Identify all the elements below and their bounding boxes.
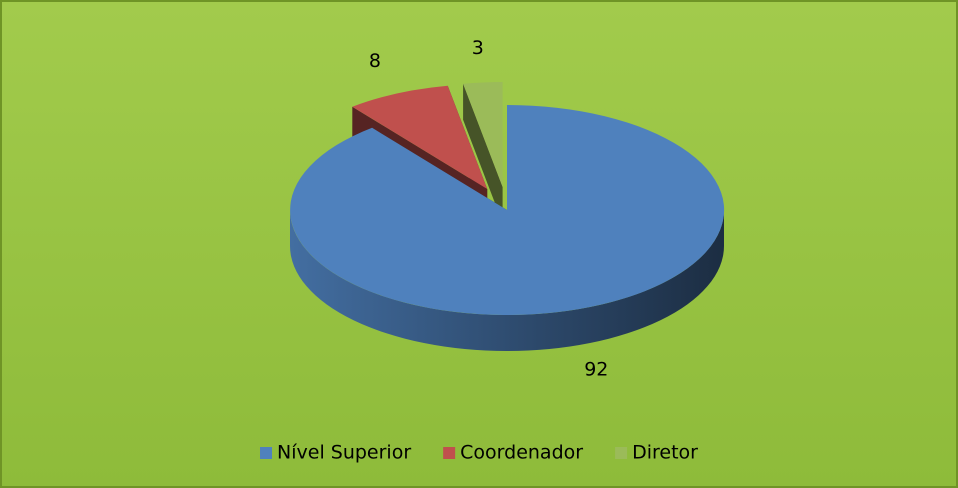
legend: Nível Superior Coordenador Diretor bbox=[260, 442, 698, 464]
pie-tops bbox=[290, 82, 725, 315]
slice-side bbox=[290, 210, 724, 351]
legend-label: Diretor bbox=[632, 442, 698, 464]
legend-label: Nível Superior bbox=[277, 442, 411, 464]
legend-swatch bbox=[260, 447, 273, 459]
data-label: 92 bbox=[584, 358, 608, 380]
data-label: 8 bbox=[369, 50, 381, 72]
slice bbox=[290, 104, 725, 315]
data-labels: 3 8 92 bbox=[369, 37, 609, 381]
legend-swatch bbox=[615, 447, 628, 459]
legend-label: Coordenador bbox=[460, 442, 583, 464]
slice bbox=[352, 85, 488, 189]
legend-swatch bbox=[443, 447, 456, 459]
slice-cut-face bbox=[463, 83, 503, 223]
data-label: 3 bbox=[472, 37, 484, 59]
slice bbox=[463, 82, 503, 187]
